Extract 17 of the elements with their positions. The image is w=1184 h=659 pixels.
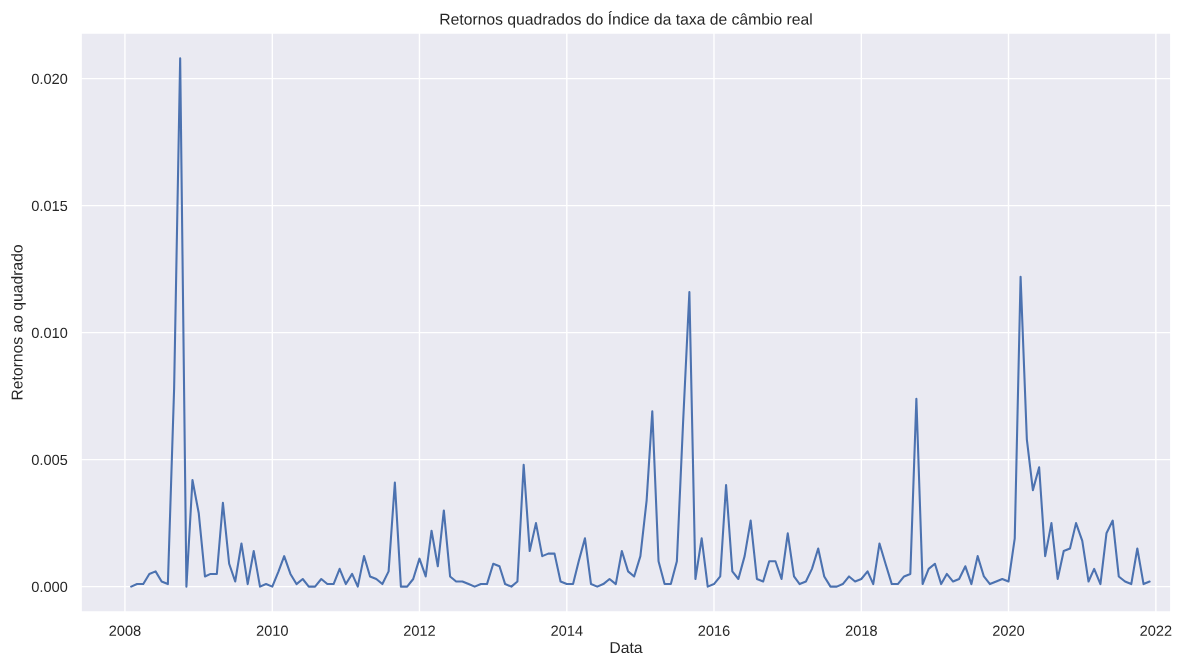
x-axis-title: Data (610, 642, 643, 654)
chart-title: Retornos quadrados do Índice da taxa de câmbio real (440, 11, 812, 28)
x-tick-label: 2020 (993, 625, 1025, 636)
y-tick-label: 0.010 (31, 327, 68, 339)
x-tick-label: 2018 (845, 625, 877, 636)
y-axis-title: Retornos ao quadrado (11, 245, 26, 400)
x-tick-label: 2012 (403, 625, 435, 636)
y-tick-label: 0.005 (31, 454, 68, 466)
x-tick-label: 2022 (1140, 625, 1172, 636)
x-tick-label: 2014 (551, 625, 583, 636)
x-tick-label: 2008 (109, 625, 141, 636)
x-tick-label: 2010 (256, 625, 288, 636)
y-tick-label: 0.015 (31, 200, 68, 212)
y-tick-label: 0.000 (31, 581, 68, 593)
x-tick-label: 2016 (698, 625, 730, 636)
line-series (130, 57, 1151, 588)
y-tick-label: 0.020 (31, 73, 68, 85)
